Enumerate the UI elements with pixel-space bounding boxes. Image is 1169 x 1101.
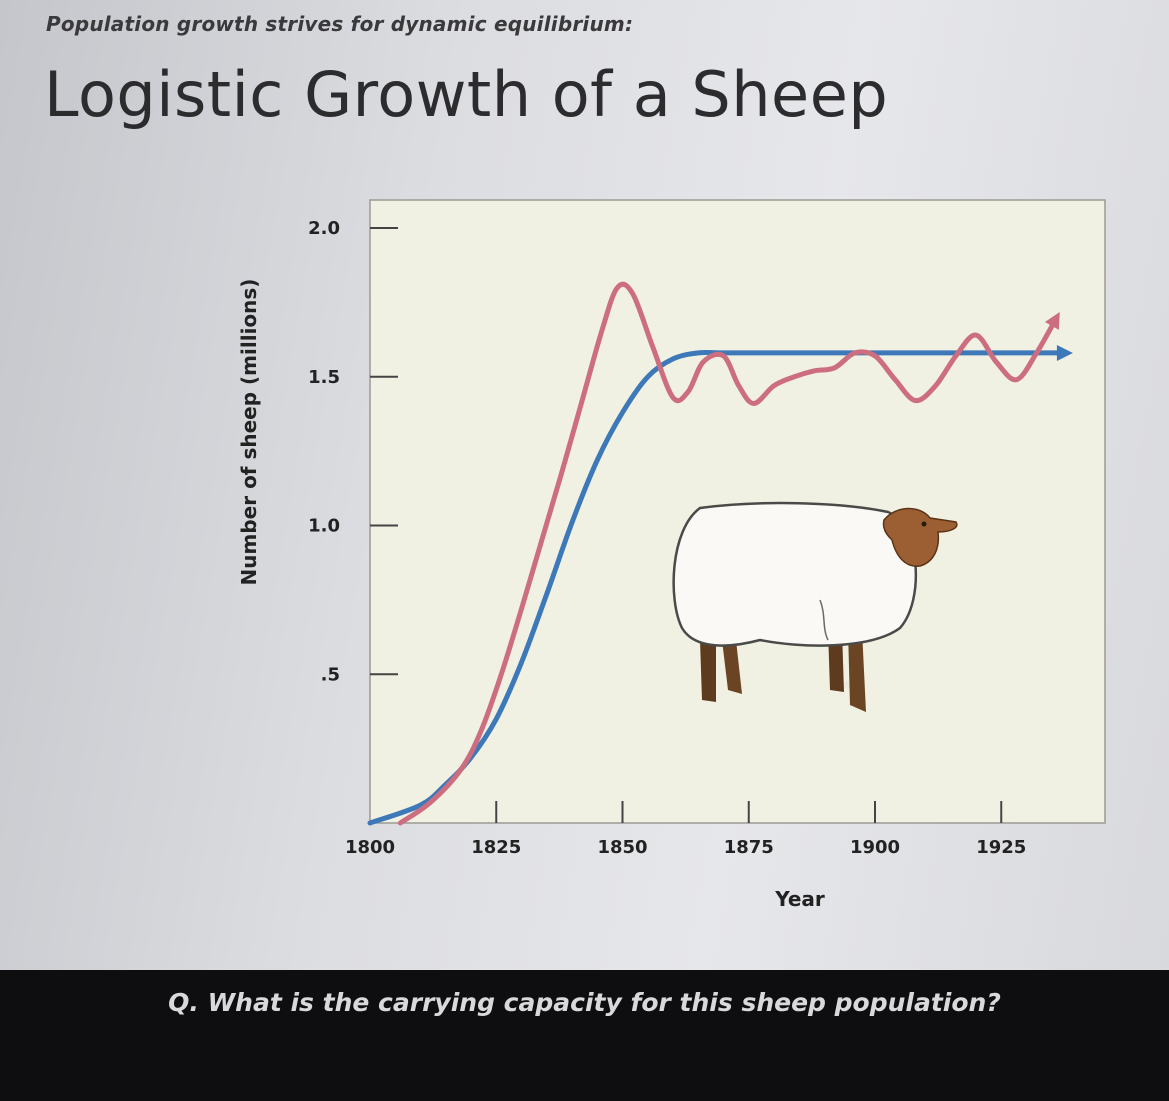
x-tick-label: 1900 <box>850 837 900 858</box>
x-tick-label: 1850 <box>597 837 647 858</box>
slide: Population growth strives for dynamic eq… <box>0 0 1169 975</box>
question-bar: Q. What is the carrying capacity for thi… <box>0 970 1169 1101</box>
series-layer <box>367 281 1073 826</box>
series-line-logistic <box>367 350 1070 826</box>
y-tick-label: 2.0 <box>308 218 340 239</box>
x-tick-label: 1825 <box>471 837 521 858</box>
logistic-growth-chart: .5 1.0 1.5 2.0 1800 1825 1850 1875 1900 1925 Numb… <box>237 199 1106 911</box>
x-axis-title: Year <box>774 887 825 911</box>
x-tick-label: 1875 <box>724 837 774 858</box>
slide-subtitle: Population growth strives for dynamic eq… <box>46 12 634 36</box>
y-tick-label: 1.0 <box>308 516 340 537</box>
sheep-illustration <box>672 501 958 712</box>
x-tick-label: 1925 <box>976 837 1026 858</box>
y-tick-label: 1.5 <box>308 367 340 388</box>
series-arrowhead-actual <box>1044 312 1060 330</box>
y-tick-label: .5 <box>321 664 340 685</box>
question-text: Q. What is the carrying capacity for thi… <box>168 988 1001 1017</box>
y-axis-title: Number of sheep (millions) <box>237 279 261 586</box>
series-line-actual <box>397 281 1060 826</box>
axis-layer: .5 1.0 1.5 2.0 1800 1825 1850 1875 1900 1925 <box>308 218 1026 858</box>
x-tick-label: 1800 <box>345 837 395 858</box>
slide-title: Logistic Growth of a Sheep <box>44 58 889 131</box>
series-arrowhead-logistic <box>1056 344 1073 361</box>
